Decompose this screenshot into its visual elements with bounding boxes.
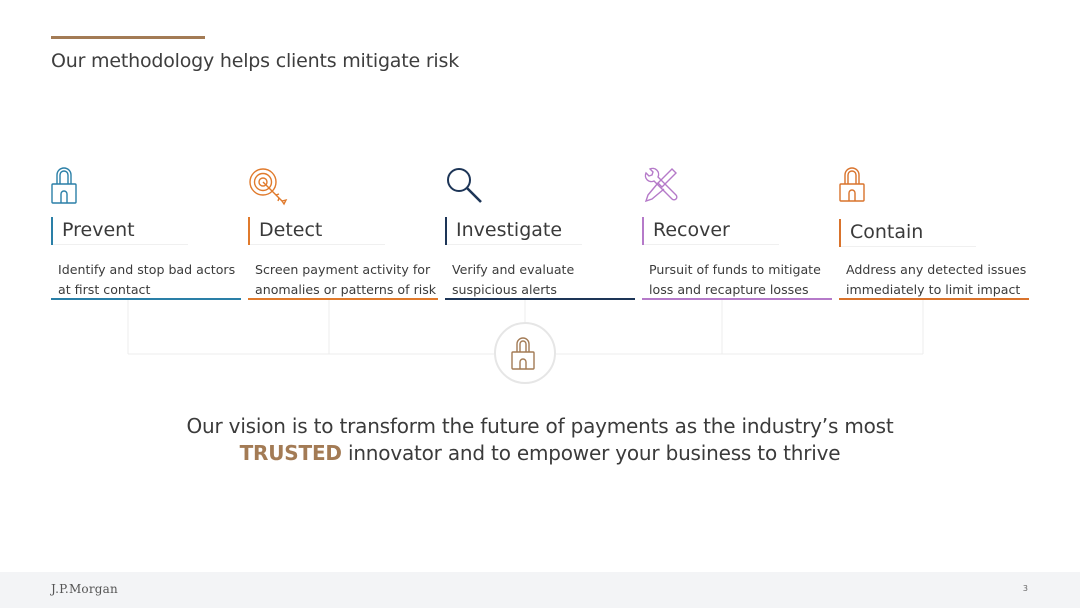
step-description: Verify and evaluate suspicious alerts (445, 260, 635, 300)
step-description-line: suspicious alerts (452, 282, 557, 297)
step-investigate: Investigate Verify and evaluate suspicio… (445, 165, 635, 300)
padlock-icon (839, 165, 881, 207)
padlock-icon (511, 337, 535, 370)
step-heading-label: Investigate (456, 219, 563, 241)
trusted-emphasis: TRUSTED (239, 441, 342, 465)
step-description-line: Pursuit of funds to mitigate (649, 262, 821, 277)
step-heading: Investigate (445, 217, 582, 245)
title-accent-rule (51, 36, 205, 39)
step-description-line: anomalies or patterns of risk (255, 282, 437, 297)
step-recover: Recover Pursuit of funds to mitigate los… (642, 165, 832, 300)
step-heading: Detect (248, 217, 385, 245)
step-detect: Detect Screen payment activity for anoma… (248, 165, 438, 300)
step-heading: Prevent (51, 217, 188, 245)
step-description-line: Identify and stop bad actors (58, 262, 236, 277)
vision-statement-line1: Our vision is to transform the future of… (186, 414, 894, 438)
vision-statement-rest: innovator and to empower your business t… (341, 441, 841, 465)
step-heading-label: Prevent (62, 219, 135, 241)
step-description-line: Verify and evaluate (452, 262, 575, 277)
tools-icon (642, 165, 684, 207)
step-description-line: Address any detected issues (846, 262, 1027, 277)
step-heading-label: Recover (653, 219, 730, 241)
step-heading-label: Contain (850, 221, 924, 243)
step-description: Pursuit of funds to mitigate loss and re… (642, 260, 832, 300)
page-title: Our methodology helps clients mitigate r… (51, 50, 460, 72)
target-icon (248, 165, 290, 207)
padlock-icon (51, 165, 93, 207)
step-description-line: loss and recapture losses (649, 282, 809, 297)
step-contain: Contain Address any detected issues imme… (839, 165, 1029, 300)
step-prevent: Prevent Identify and stop bad actors at … (51, 165, 241, 300)
vision-statement-line2: TRUSTED innovator and to empower your bu… (0, 441, 1080, 465)
step-heading-label: Detect (259, 219, 323, 241)
step-heading: Recover (642, 217, 779, 245)
step-description-line: at first contact (58, 282, 151, 297)
footer: J.P.Morgan 3 (0, 572, 1080, 608)
step-description: Identify and stop bad actors at first co… (51, 260, 241, 300)
step-description-line: immediately to limit impact (846, 282, 1021, 297)
step-description: Screen payment activity for anomalies or… (248, 260, 438, 300)
step-heading: Contain (839, 219, 976, 247)
page-number: 3 (1022, 584, 1028, 593)
step-description-line: Screen payment activity for (255, 262, 431, 277)
jpmorgan-logo: J.P.Morgan (51, 582, 118, 596)
step-description: Address any detected issues immediately … (839, 260, 1029, 300)
magnifier-icon (445, 165, 487, 207)
center-lock-badge (494, 322, 556, 384)
